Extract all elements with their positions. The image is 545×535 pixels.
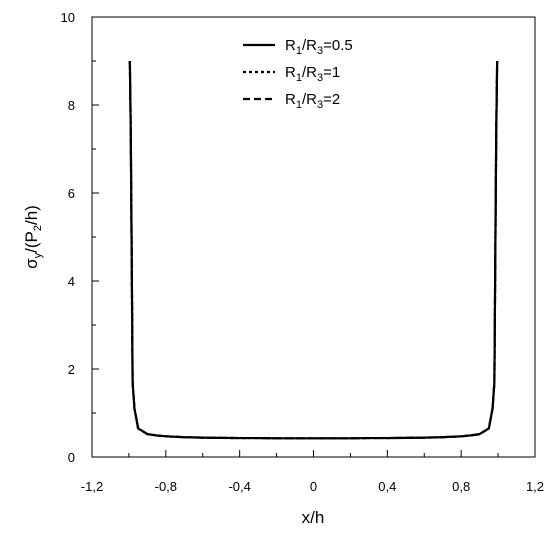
x-axis-title: x/h <box>302 508 325 527</box>
series-line <box>128 60 499 440</box>
y-tick-label: 10 <box>61 10 75 25</box>
x-tick-label: 0,8 <box>452 479 470 494</box>
y-axis-ticks: 0 2 4 6 8 10 <box>61 10 99 465</box>
legend-label: R1/R3=1 <box>285 64 340 84</box>
x-tick-label: -1,2 <box>81 479 103 494</box>
y-tick-label: 8 <box>68 98 75 113</box>
y-tick-label: 0 <box>68 450 75 465</box>
legend-label: R1/R3=2 <box>285 91 340 111</box>
x-tick-label: 0,4 <box>378 479 396 494</box>
y-tick-label: 4 <box>68 274 75 289</box>
legend: R1/R3=0.5 R1/R3=1 R1/R3=2 <box>243 37 353 111</box>
y-tick-label: 2 <box>68 362 75 377</box>
x-tick-label: 1,2 <box>526 479 544 494</box>
x-tick-label: -0,8 <box>155 479 177 494</box>
legend-label: R1/R3=0.5 <box>285 37 353 57</box>
plot-frame <box>91 16 536 458</box>
series-line <box>128 60 499 440</box>
x-tick-label: -0,4 <box>228 479 250 494</box>
x-tick-label: 0 <box>310 479 317 494</box>
y-axis-title: σy/(P2/h) <box>22 205 44 269</box>
x-axis-ticks: -1,2 -0,8 -0,4 0 0,4 0,8 1,2 <box>81 450 544 494</box>
series-layer <box>128 60 499 440</box>
series-line <box>128 60 499 440</box>
y-tick-label: 6 <box>68 186 75 201</box>
